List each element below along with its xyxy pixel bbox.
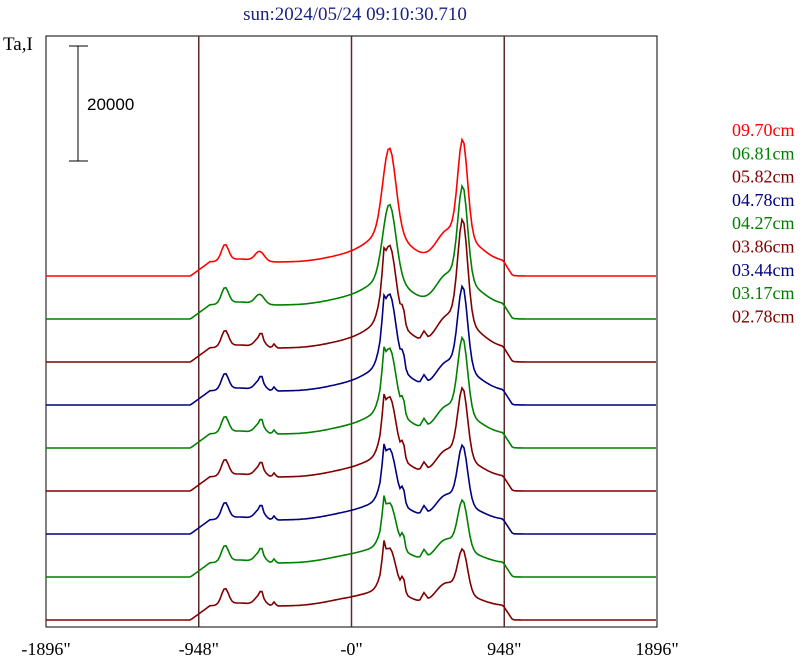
chart-title: sun:2024/05/24 09:10:30.710: [243, 4, 467, 25]
legend-entry: 03.44cm: [732, 260, 795, 280]
scale-bar-label: 20000: [87, 95, 134, 114]
legend-entry: 06.81cm: [732, 143, 795, 163]
legend-entry: 02.78cm: [732, 306, 795, 326]
x-tick-label: 1896": [635, 639, 678, 659]
legend-entry: 03.17cm: [732, 283, 795, 303]
legend-entry: 04.27cm: [732, 213, 795, 233]
series-line-03.44cm: [46, 443, 656, 535]
legend-entry: 03.86cm: [732, 237, 795, 257]
scale-bar: 20000: [69, 45, 134, 162]
series-line-02.78cm: [46, 540, 656, 621]
legend-entry: 09.70cm: [732, 120, 795, 140]
x-tick-label: -0": [340, 639, 362, 659]
legend-entry: 04.78cm: [732, 190, 795, 210]
series-line-06.81cm: [46, 183, 656, 320]
vertical-reference-lines: [198, 36, 505, 627]
x-tick-label: -948": [179, 639, 219, 659]
series-line-04.78cm: [46, 284, 656, 406]
series-group: [46, 137, 656, 621]
x-tick-labels: -1896" -948" -0" 948" 1896": [21, 639, 678, 659]
series-line-04.27cm: [46, 335, 656, 449]
series-line-05.82cm: [46, 217, 656, 363]
x-tick-label: -1896": [21, 639, 70, 659]
series-line-03.17cm: [46, 495, 656, 578]
series-line-09.70cm: [46, 137, 656, 277]
x-tick-label: 948": [487, 639, 521, 659]
legend-entry: 05.82cm: [732, 167, 795, 187]
legend: 09.70cm 06.81cm 05.82cm 04.78cm 04.27cm 03.86…: [732, 120, 795, 326]
series-line-03.86cm: [46, 385, 656, 492]
y-axis-label: Ta,I: [3, 34, 33, 55]
